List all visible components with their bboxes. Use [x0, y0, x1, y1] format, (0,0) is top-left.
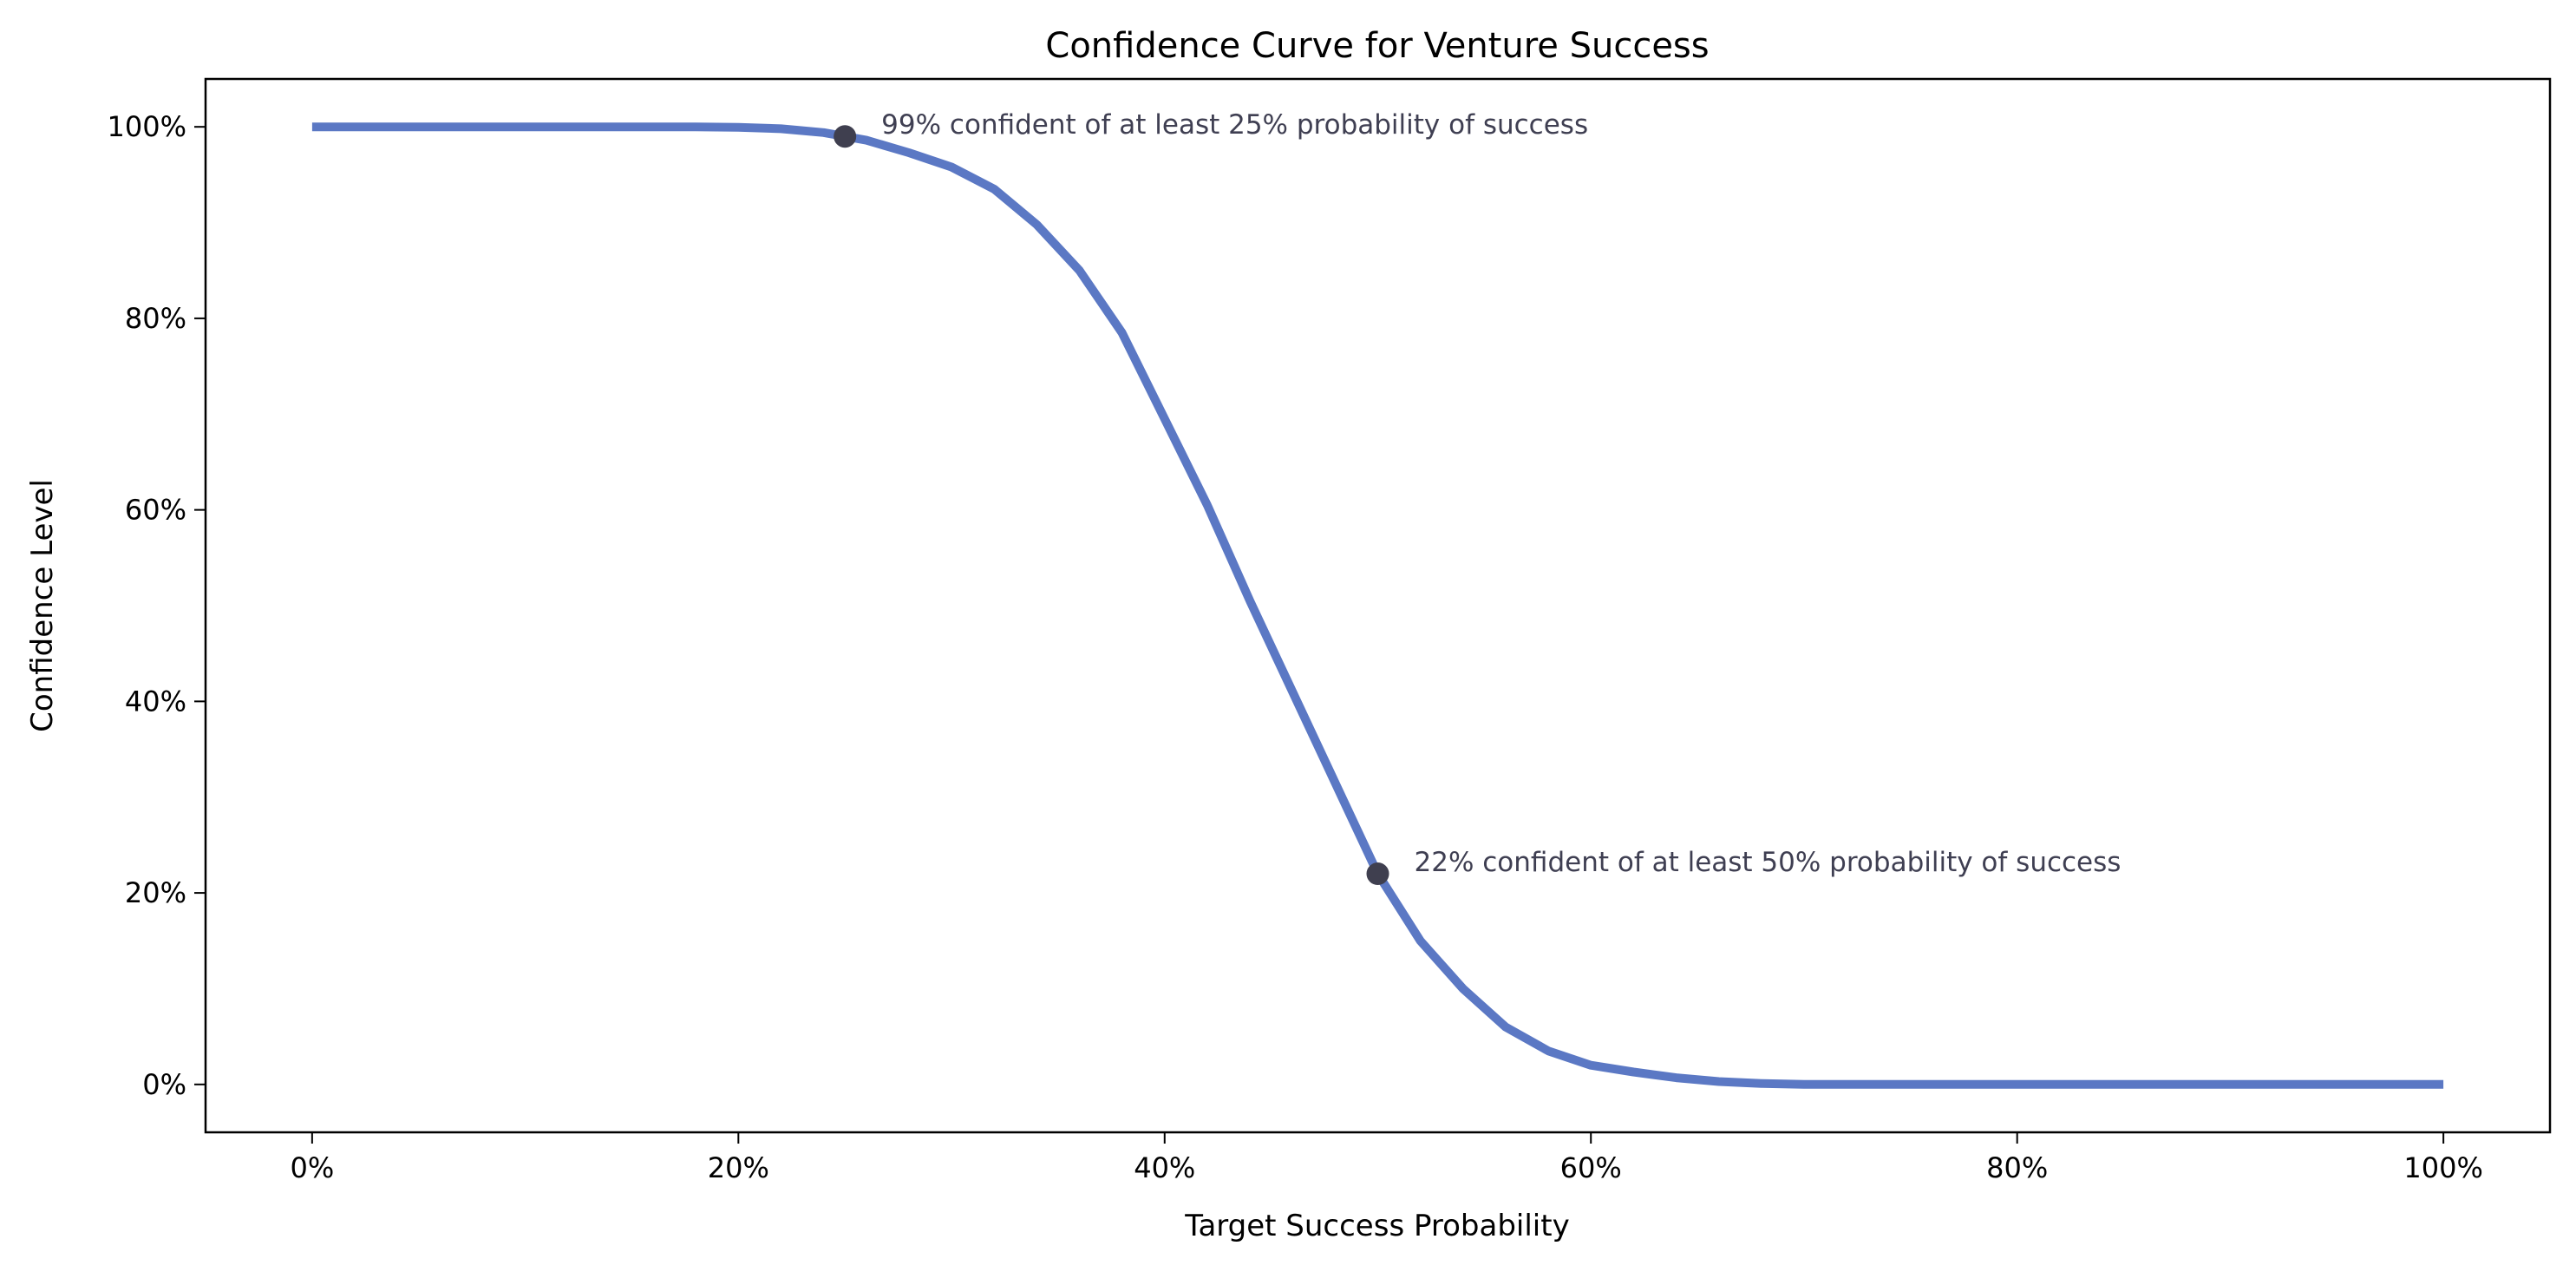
x-tick-label: 40% [1134, 1151, 1195, 1184]
x-tick-label: 80% [1986, 1151, 2048, 1184]
y-tick-label: 40% [125, 685, 186, 718]
y-axis-label: Confidence Level [25, 479, 60, 732]
confidence-curve-line [311, 122, 2444, 1089]
chart-title: Confidence Curve for Venture Success [1045, 26, 1709, 66]
plot-area: 99% confident of at least 25% probabilit… [311, 109, 2444, 1089]
y-tick-label: 60% [125, 494, 186, 527]
x-tick-label: 60% [1560, 1151, 1622, 1184]
annotation-marker [834, 125, 857, 148]
y-tick-label: 100% [108, 110, 186, 143]
y-tick-label: 80% [125, 302, 186, 335]
x-tick-label: 20% [708, 1151, 769, 1184]
y-tick-label: 20% [125, 876, 186, 909]
annotation-marker [1366, 862, 1389, 886]
x-tick-label: 0% [290, 1151, 334, 1184]
annotation-label: 22% confident of at least 50% probabilit… [1415, 847, 2122, 878]
y-tick-label: 0% [142, 1068, 186, 1101]
annotation-label: 99% confident of at least 25% probabilit… [881, 109, 1588, 141]
axes-frame [204, 77, 2552, 1134]
x-tick-label: 100% [2403, 1151, 2482, 1184]
x-axis-label: Target Success Probability [1184, 1209, 1569, 1243]
